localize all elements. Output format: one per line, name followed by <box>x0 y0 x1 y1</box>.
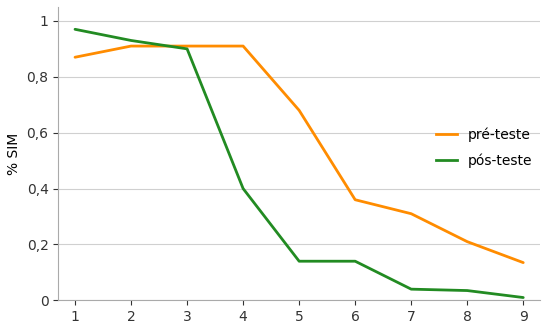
Y-axis label: % SIM: % SIM <box>7 132 21 175</box>
Legend: pré-teste, pós-teste: pré-teste, pós-teste <box>430 122 538 173</box>
